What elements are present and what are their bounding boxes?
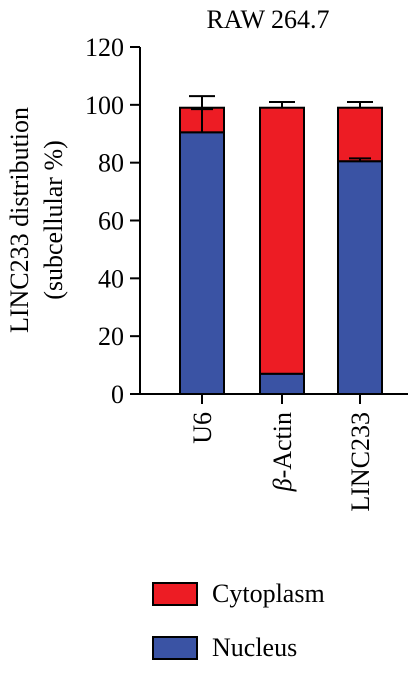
cytoplasm-swatch — [152, 582, 198, 606]
bar-nucleus-2 — [337, 160, 383, 395]
y-tick-label-120: 120 — [85, 33, 124, 62]
bar-nucleus-1 — [259, 372, 305, 395]
y-axis-label-line1: LINC233 distribution — [5, 107, 34, 333]
bar-cytoplasm-2 — [337, 106, 383, 163]
y-tick-label-0: 0 — [111, 380, 124, 409]
legend: Cytoplasm Nucleus — [152, 576, 325, 684]
stacked-bar-chart: RAW 264.7 LINC233 distribution (subcellu… — [5, 5, 408, 512]
x-tick-label-group-2: LINC233 — [346, 412, 375, 512]
legend-item-nucleus: Nucleus — [152, 630, 325, 666]
y-tick-label-80: 80 — [98, 149, 124, 178]
legend-item-cytoplasm: Cytoplasm — [152, 576, 325, 612]
bars — [179, 95, 383, 395]
x-tick-label-1: β-Actin — [268, 412, 297, 492]
legend-label-cytoplasm: Cytoplasm — [212, 579, 325, 608]
nucleus-swatch — [152, 636, 198, 660]
y-tick-label-60: 60 — [98, 207, 124, 236]
x-tick-label-group-0: U6 — [188, 412, 217, 444]
x-axis: U6 β-Actin LINC233 — [140, 393, 408, 512]
x-tick-label-group-1: β-Actin — [268, 412, 297, 492]
y-tick-label-40: 40 — [98, 264, 124, 293]
chart-title: RAW 264.7 — [206, 5, 329, 34]
y-axis: 0 20 40 60 80 100 120 — [85, 33, 141, 409]
x-tick-label-2: LINC233 — [346, 412, 375, 512]
x-tick-label-0: U6 — [188, 412, 217, 444]
y-axis-label-line2: (subcellular %) — [39, 140, 68, 300]
y-axis-label: LINC233 distribution (subcellular %) — [5, 107, 68, 333]
bar-nucleus-0 — [179, 131, 225, 395]
bar-cytoplasm-1 — [259, 106, 305, 375]
y-tick-label-100: 100 — [85, 91, 124, 120]
y-tick-label-20: 20 — [98, 322, 124, 351]
legend-label-nucleus: Nucleus — [212, 633, 298, 662]
